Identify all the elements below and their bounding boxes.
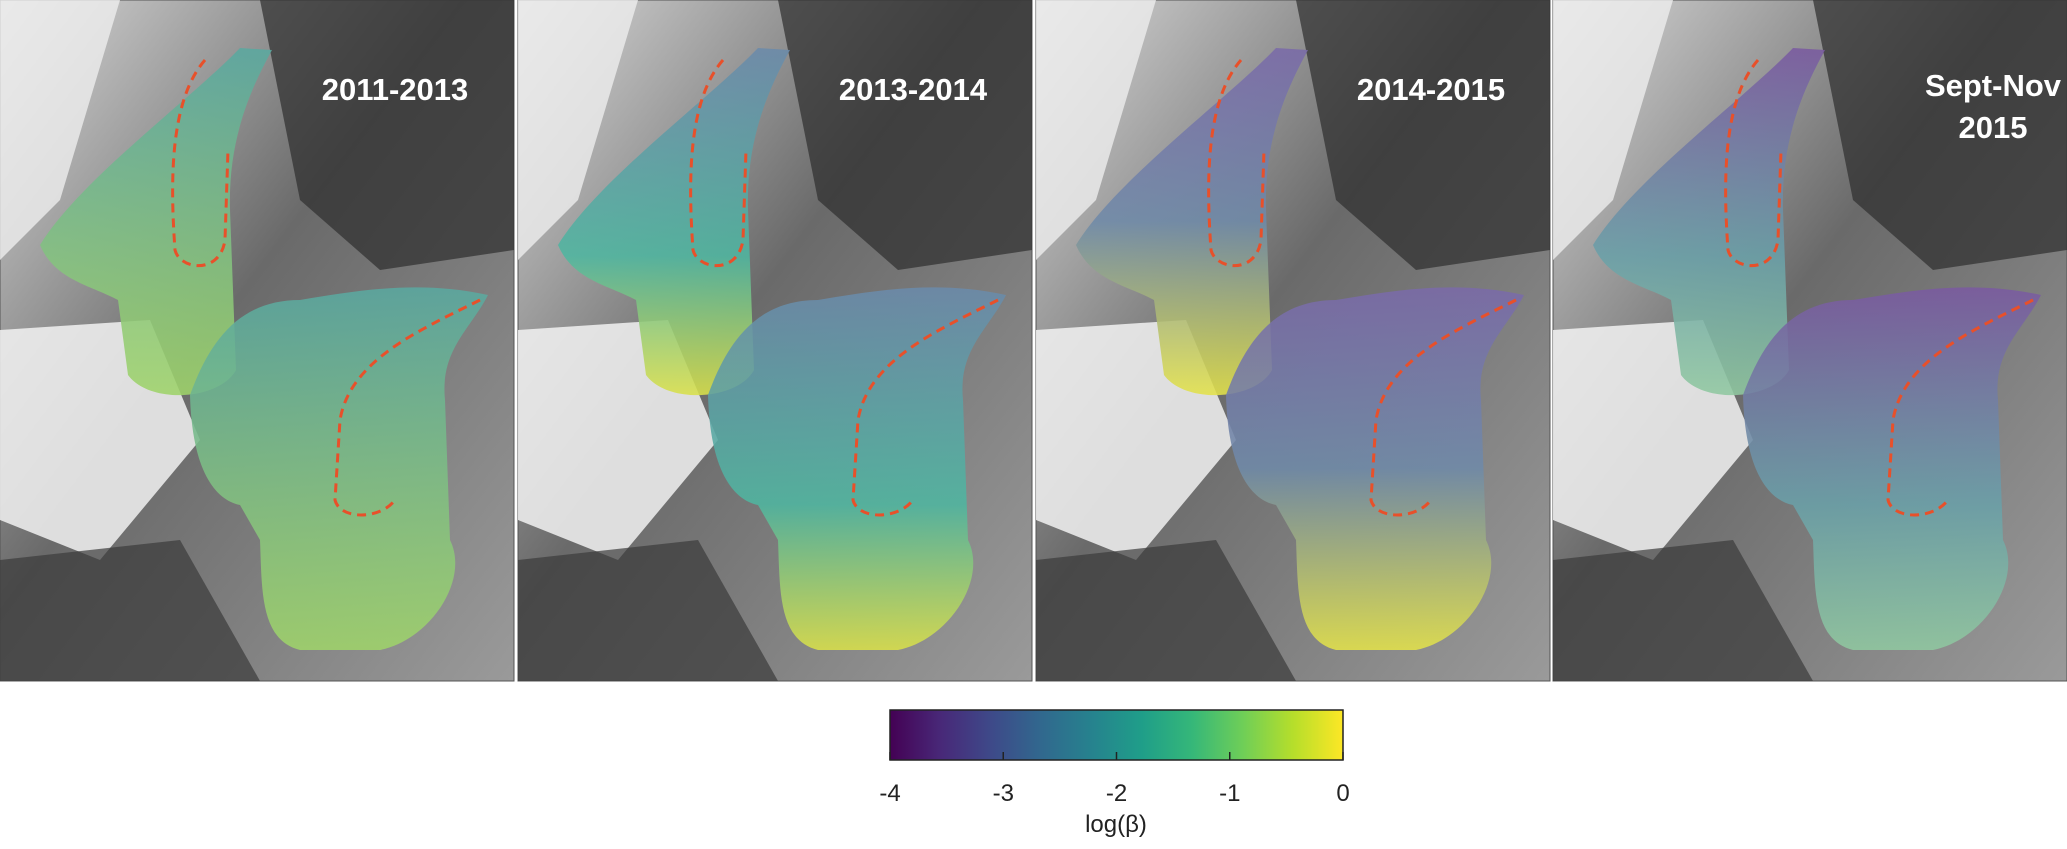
colorbar [889,709,1344,761]
rock-ridge [1553,540,1813,681]
colorbar-tick-label: -4 [879,780,900,807]
rock-ridge [1036,540,1296,681]
rock-ridge [1296,0,1550,270]
panel-label: 2011-2013 [322,72,469,107]
glacier-upper [40,48,272,396]
panel-label: 2014-2015 [1357,72,1505,107]
snow-field [0,0,120,260]
map-panel: Sept-Nov 2015 [1552,0,2067,682]
snow-field [1036,0,1156,260]
snow-field [518,0,638,260]
outline-dashed [1207,59,1266,268]
map-panel: 2013-2014 [517,0,1033,682]
panel-label: 2015 [1959,110,2028,145]
panel-label: Sept-Nov [1925,68,2062,103]
outline-dashed [689,59,748,268]
rock-ridge [260,0,514,270]
glacier-lower [190,287,488,650]
rock-ridge [518,540,778,681]
outline-dashed [1724,59,1783,268]
rock-ridge [0,540,260,681]
colorbar-title: log(β) [1085,811,1147,838]
glacier-upper [1593,48,1825,396]
glacier-upper [1076,48,1308,396]
panel-label: 2013-2014 [839,72,988,107]
colorbar-tick-label: -1 [1219,780,1240,807]
outline-dashed [171,59,230,268]
colorbar-tick-label: -3 [993,780,1014,807]
map-panel: 2014-2015 [1035,0,1551,682]
map-panel: 2011-2013 [0,0,515,682]
colorbar-tick-label: -2 [1106,780,1127,807]
snow-field [1553,0,1673,260]
rock-ridge [778,0,1032,270]
glacier-lower [708,287,1006,650]
glacier-lower [1226,287,1524,650]
rock-ridge [1813,0,2067,270]
colorbar-tick-label: 0 [1336,780,1349,807]
glacier-upper [558,48,790,396]
glacier-lower [1743,287,2041,650]
